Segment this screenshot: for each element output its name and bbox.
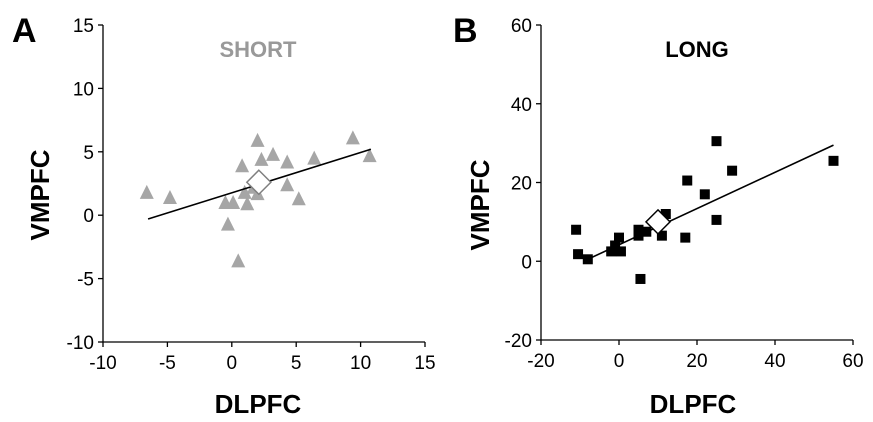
data-point xyxy=(362,148,377,163)
panel-a-letter: A xyxy=(12,12,37,50)
panel-a-y-tick-label: 5 xyxy=(83,143,94,164)
data-point xyxy=(226,195,241,210)
data-point xyxy=(635,273,646,284)
data-point xyxy=(660,209,671,219)
panel-b-xlabel: DLPFC xyxy=(650,389,737,419)
panel-a-xlabel: DLPFC xyxy=(215,389,302,419)
panel-a-x-tick-label: 10 xyxy=(350,353,371,374)
data-point xyxy=(711,136,722,147)
panel-b-ylabel: VMPFC xyxy=(465,159,495,250)
data-point xyxy=(250,132,265,147)
data-point xyxy=(254,151,269,166)
panel-b-y-tick-label: -20 xyxy=(505,331,532,352)
data-point xyxy=(573,249,584,260)
panel-b-trendline xyxy=(587,144,834,261)
data-point xyxy=(828,155,839,166)
data-point xyxy=(610,240,621,251)
panel-b-y-axis-label: VMPFC xyxy=(465,159,495,250)
panel-a-x-tick-label: -5 xyxy=(159,353,176,374)
data-point xyxy=(615,246,626,257)
panel-b-mean-diamond xyxy=(644,208,672,235)
panel-a-x-tick-label: -10 xyxy=(89,353,116,374)
data-point xyxy=(240,196,255,211)
panel-a-y-tick-label: 0 xyxy=(83,206,94,227)
data-point xyxy=(235,158,250,173)
data-point xyxy=(307,150,322,165)
data-point xyxy=(345,130,360,145)
data-point xyxy=(139,184,154,199)
panel-a-y-tick-label: 15 xyxy=(73,16,94,37)
data-point xyxy=(633,224,644,235)
panel-b-x-tick-label: 40 xyxy=(764,351,785,372)
data-point xyxy=(220,216,235,231)
data-point xyxy=(656,230,667,241)
panel-a-x-tick-label: 0 xyxy=(227,353,238,374)
panel-a-ylabel: VMPFC xyxy=(25,149,55,240)
panel-b-letter: B xyxy=(453,12,478,50)
data-point xyxy=(266,146,281,161)
data-point xyxy=(680,232,691,243)
data-point xyxy=(280,177,295,192)
panel-a-plot-area: -10 -5 0 5 10 15 -10 -5 0 5 10 15 xyxy=(67,16,436,374)
panel-a-x-tick-label: 15 xyxy=(414,353,435,374)
data-point xyxy=(614,232,624,243)
panel-b-x-tick-label: -20 xyxy=(527,351,554,372)
panel-b-y-tick-label: 0 xyxy=(521,252,532,273)
panel-b-x-tick-label: 0 xyxy=(614,351,625,372)
panel-a-y-tick-label: 10 xyxy=(73,79,94,100)
panel-b-x-tick-label: 20 xyxy=(686,351,707,372)
data-point xyxy=(606,246,617,257)
panel-b: B LONG VMPFC DLPFC -20 0 20 40 60 -20 0 20 40 60 xyxy=(453,12,864,419)
data-point xyxy=(682,175,693,186)
panel-a-x-tick-label: 5 xyxy=(291,353,302,374)
data-point xyxy=(571,224,582,235)
panel-b-plot-area: -20 0 20 40 60 -20 0 20 40 60 xyxy=(505,16,864,372)
data-point xyxy=(280,154,295,169)
panel-a-title: SHORT xyxy=(220,37,298,62)
panel-b-y-tick-label: 20 xyxy=(511,174,532,195)
data-point xyxy=(727,165,738,176)
panel-a-y-axis-label: VMPFC xyxy=(25,149,55,240)
panel-b-y-tick-label: 40 xyxy=(511,95,532,116)
panel-a: A SHORT VMPFC DLPFC -10 -5 0 5 10 15 -10 -5 0 5 10… xyxy=(12,12,436,419)
panel-b-y-tick-label: 60 xyxy=(511,16,532,37)
data-point xyxy=(162,189,177,204)
data-point xyxy=(291,191,306,206)
data-point xyxy=(711,214,722,225)
data-point xyxy=(237,184,252,199)
panel-a-mean-diamond xyxy=(245,169,272,196)
panel-b-title: LONG xyxy=(665,37,729,62)
data-point xyxy=(699,189,710,200)
panel-a-y-tick-label: -10 xyxy=(67,333,94,354)
data-point xyxy=(231,253,246,268)
panel-b-x-tick-label: 60 xyxy=(842,351,863,372)
panel-a-y-tick-label: -5 xyxy=(77,270,94,291)
